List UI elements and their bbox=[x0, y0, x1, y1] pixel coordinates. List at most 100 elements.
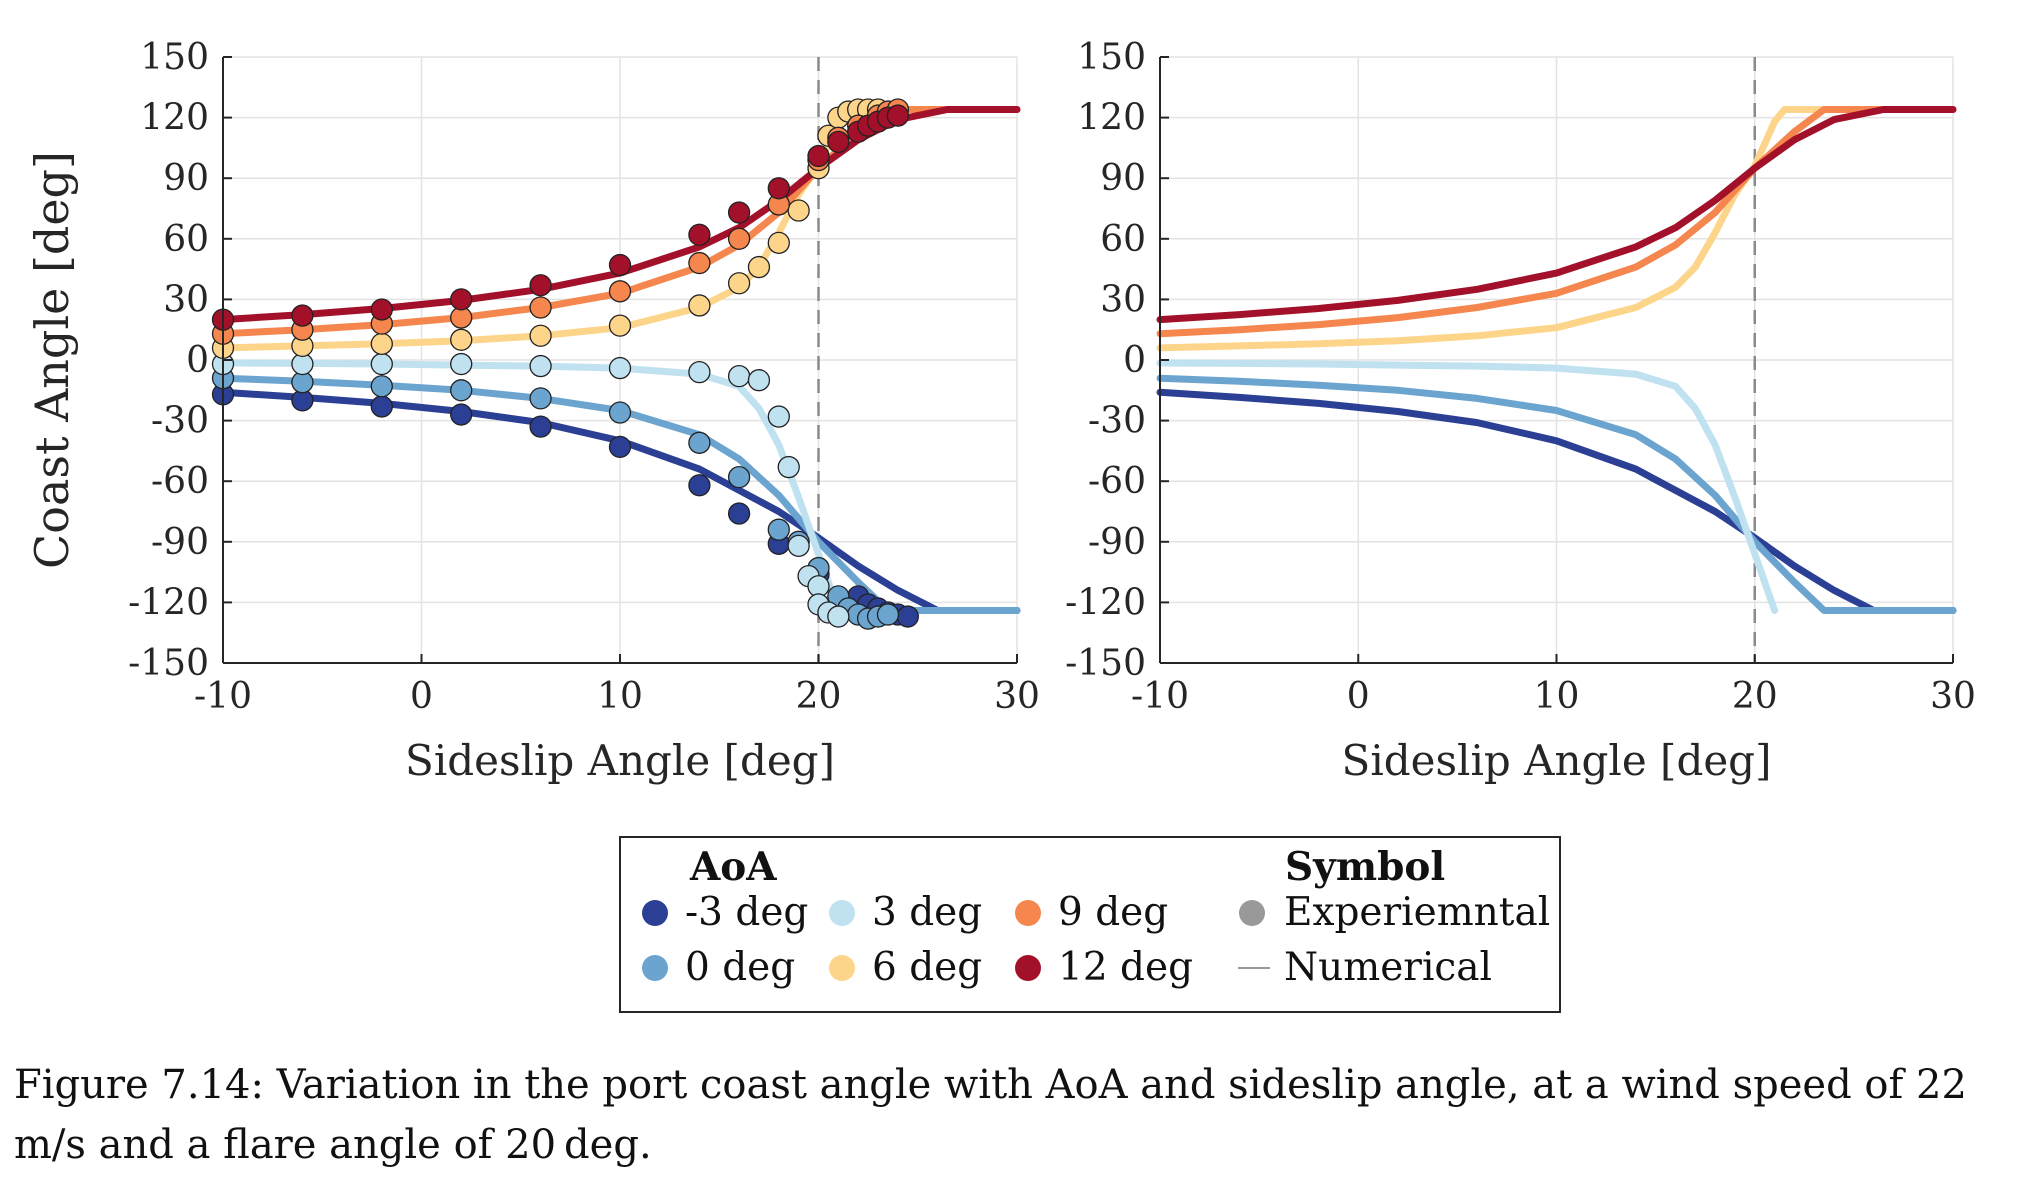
data-point bbox=[807, 144, 830, 168]
data-point bbox=[727, 466, 751, 489]
data-point bbox=[450, 379, 473, 402]
data-point bbox=[688, 474, 711, 497]
legend-label: 0 deg bbox=[685, 945, 795, 990]
data-point bbox=[727, 365, 751, 388]
data-point bbox=[608, 356, 632, 380]
left-plot: -10 0 10 20 30 150 120 90 60 30 0 -30 -60 -90 -120 -150… bbox=[25, 37, 1040, 785]
x-axis-label: Sideslip Angle [deg] bbox=[1342, 736, 1772, 785]
legend-symbol-marker bbox=[1239, 900, 1265, 926]
data-point bbox=[450, 288, 473, 311]
data-point bbox=[370, 332, 393, 355]
data-point bbox=[608, 280, 632, 303]
legend-symbol-label: Experiemntal bbox=[1284, 890, 1550, 935]
legend-marker bbox=[1015, 955, 1041, 981]
y-tick-label: -150 bbox=[128, 643, 209, 684]
series-line-6deg bbox=[1156, 106, 1957, 352]
data-point bbox=[529, 387, 552, 410]
data-point bbox=[688, 294, 711, 317]
data-point bbox=[747, 255, 771, 279]
y-tick-label: -90 bbox=[151, 522, 209, 563]
data-point bbox=[688, 360, 711, 384]
x-tick-label: -10 bbox=[1131, 676, 1189, 717]
y-tick-label: 120 bbox=[1077, 98, 1146, 139]
data-point bbox=[827, 605, 850, 628]
y-tick-label: -150 bbox=[1065, 643, 1146, 684]
legend-entries: -3 deg 0 deg 3 deg 6 deg 9 deg 12 deg Experiem… bbox=[642, 890, 1550, 990]
data-point bbox=[450, 352, 473, 376]
legend-marker bbox=[1015, 900, 1041, 926]
legend-marker bbox=[642, 900, 668, 926]
y-tick-label: 150 bbox=[1077, 37, 1146, 78]
y-axis-label: Coast Angle [deg] bbox=[25, 151, 79, 569]
y-tick-label: 150 bbox=[140, 37, 209, 78]
data-point bbox=[777, 455, 800, 479]
grid bbox=[1159, 56, 1954, 664]
data-point bbox=[370, 298, 393, 321]
x-tick-label: 0 bbox=[1347, 676, 1370, 717]
data-point bbox=[896, 605, 919, 628]
right-plot: -10 0 10 20 30 150 120 90 60 30 0 -30 -60 -90 -120 -150… bbox=[1065, 37, 1976, 785]
data-point bbox=[688, 431, 711, 454]
x-tick-label: 10 bbox=[597, 676, 643, 717]
y-tick-label: 90 bbox=[1100, 158, 1146, 199]
x-axis-label: Sideslip Angle [deg] bbox=[405, 736, 835, 785]
data-point bbox=[529, 324, 552, 347]
y-tick-label: 60 bbox=[1100, 219, 1146, 260]
data-point bbox=[529, 274, 552, 297]
data-point bbox=[608, 435, 632, 459]
y-tick-label: 30 bbox=[1100, 279, 1146, 320]
legend-label: 12 deg bbox=[1058, 945, 1193, 990]
legend-label: -3 deg bbox=[685, 890, 808, 935]
data-point bbox=[291, 304, 314, 327]
data-point bbox=[876, 603, 900, 626]
data-point bbox=[767, 518, 790, 541]
data-point bbox=[450, 403, 473, 426]
x-tick-label: 0 bbox=[410, 676, 433, 717]
data-point bbox=[608, 314, 632, 337]
legend-symbol-label: Numerical bbox=[1284, 945, 1492, 990]
y-tick-label: 30 bbox=[163, 279, 209, 320]
series-line-3deg bbox=[1156, 359, 1779, 614]
y-tick-label: -60 bbox=[151, 461, 209, 502]
legend-label: 6 deg bbox=[872, 945, 982, 990]
figure-caption: Figure 7.14: Variation in the port coast… bbox=[14, 1062, 1975, 1168]
x-tick-label: 20 bbox=[1732, 676, 1778, 717]
x-tick-label: 10 bbox=[1534, 676, 1580, 717]
legend-marker bbox=[829, 900, 855, 926]
data-point bbox=[727, 201, 751, 224]
series-line-neg3deg bbox=[1156, 388, 1957, 614]
y-tick-label: -120 bbox=[128, 582, 209, 623]
data-point bbox=[767, 405, 790, 428]
data-point bbox=[529, 354, 552, 378]
data-point bbox=[727, 272, 751, 295]
y-tick-label: 90 bbox=[163, 158, 209, 199]
data-point bbox=[886, 104, 910, 127]
data-point bbox=[688, 223, 711, 246]
x-tick-label: -10 bbox=[194, 676, 252, 717]
legend-marker bbox=[642, 955, 668, 981]
series-line-9deg bbox=[1156, 106, 1957, 338]
y-tick-label: -120 bbox=[1065, 582, 1146, 623]
legend-box bbox=[619, 836, 1561, 1013]
series-line-3deg bbox=[219, 359, 842, 614]
data-point bbox=[727, 227, 751, 250]
data-point bbox=[827, 130, 850, 153]
legend-aoa-title: AoA bbox=[689, 844, 777, 890]
legend-label: 9 deg bbox=[1058, 890, 1168, 935]
series-line-0deg bbox=[1156, 374, 1957, 614]
legend-label: 3 deg bbox=[872, 890, 982, 935]
data-point bbox=[767, 231, 790, 254]
y-tick-label: 0 bbox=[186, 340, 209, 381]
y-tick-label: -30 bbox=[1088, 401, 1146, 442]
y-tick-label: 0 bbox=[1123, 340, 1146, 381]
data-point bbox=[787, 199, 810, 222]
data-point bbox=[727, 502, 751, 525]
data-point bbox=[608, 401, 632, 424]
y-tick-label: -30 bbox=[151, 401, 209, 442]
data-point bbox=[370, 395, 393, 418]
numerical-curves bbox=[1156, 106, 1957, 614]
y-tick-label: -90 bbox=[1088, 522, 1146, 563]
y-tick-label: -60 bbox=[1088, 461, 1146, 502]
data-point bbox=[608, 253, 632, 277]
